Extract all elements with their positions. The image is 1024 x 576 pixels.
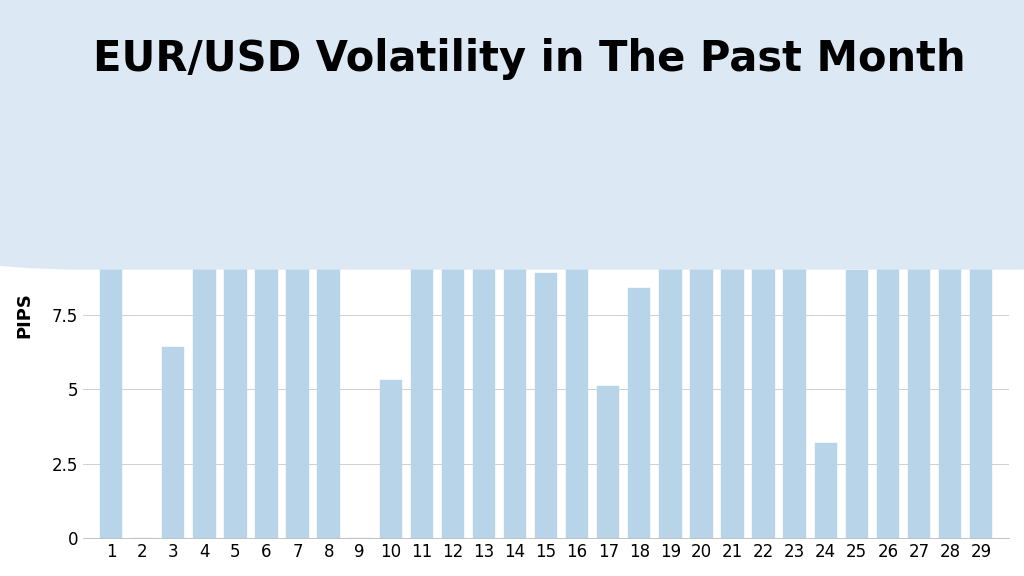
Bar — [970, 142, 992, 538]
Bar — [194, 261, 215, 538]
Bar — [783, 216, 806, 538]
Bar — [907, 252, 930, 538]
Bar — [939, 187, 962, 538]
Bar — [877, 249, 899, 538]
Bar — [690, 210, 713, 538]
Bar — [535, 273, 557, 538]
Bar — [224, 249, 247, 538]
Bar — [411, 264, 433, 538]
Bar — [380, 380, 402, 538]
Bar — [659, 231, 682, 538]
Bar — [100, 160, 122, 538]
Bar — [628, 288, 650, 538]
Bar — [566, 151, 589, 538]
Bar — [287, 162, 309, 538]
Bar — [597, 386, 620, 538]
Bar — [814, 443, 837, 538]
Bar — [504, 225, 526, 538]
Bar — [753, 106, 775, 538]
Bar — [317, 139, 340, 538]
Bar — [255, 219, 278, 538]
Bar — [721, 187, 743, 538]
Bar — [441, 252, 464, 538]
Bar — [846, 270, 868, 538]
Text: EUR/USD Volatility in The Past Month: EUR/USD Volatility in The Past Month — [93, 39, 966, 81]
Bar — [162, 347, 184, 538]
Bar — [473, 252, 496, 538]
Y-axis label: PIPS: PIPS — [15, 291, 33, 338]
